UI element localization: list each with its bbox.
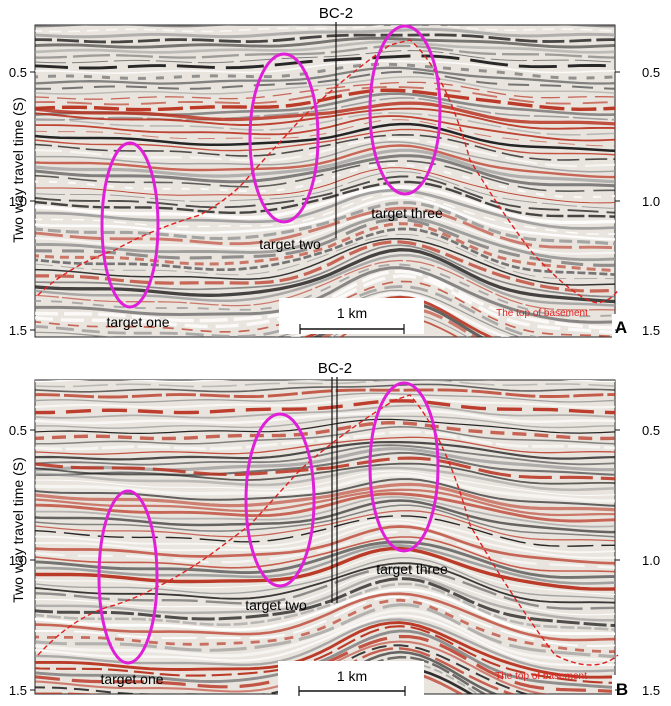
- y-tick-right-1: 0.5: [642, 65, 660, 80]
- target-two-ellipse: [244, 412, 316, 588]
- seismic-section-a: BC-2 target one target two target three …: [9, 5, 660, 338]
- y-axis-label: Two way travel time (S): [10, 97, 26, 242]
- seismic-panel-a: BC-2 target one target two target three …: [0, 0, 671, 345]
- well-label: BC-2: [318, 360, 352, 377]
- y-tick-left-1: 0.5: [9, 65, 27, 80]
- target-one-label: target one: [106, 314, 169, 330]
- target-one-label: target one: [100, 671, 163, 687]
- seismic-reflectors: [35, 25, 615, 337]
- right-axis: 0.5 1.0 1.5: [615, 423, 660, 698]
- basement-label: The top of basement: [495, 671, 587, 682]
- scale-bar-label: 1 km: [337, 305, 367, 321]
- y-tick-left-1: 0.5: [9, 423, 27, 438]
- scale-bar-label: 1 km: [337, 668, 367, 684]
- target-two-ellipse: [248, 52, 320, 224]
- basement-line: [37, 394, 619, 666]
- seismic-panel-b: BC-2 target one target two target three …: [0, 355, 671, 706]
- panel-letter: B: [616, 680, 628, 699]
- left-axis: 0.5 1.0 1.5: [9, 65, 35, 338]
- scale-bar-box: [279, 298, 424, 334]
- y-tick-right-2: 1.0: [642, 553, 660, 568]
- y-tick-right-2: 1.0: [642, 194, 660, 209]
- left-axis: 0.5 1.0 1.5: [9, 423, 35, 698]
- y-tick-left-3: 1.5: [9, 323, 27, 338]
- basement-line: [37, 39, 619, 304]
- target-three-label: target three: [376, 561, 448, 577]
- right-axis: 0.5 1.0 1.5: [615, 65, 660, 338]
- y-tick-right-1: 0.5: [642, 423, 660, 438]
- target-two-label: target two: [245, 597, 307, 613]
- seismic-reflectors: [35, 380, 615, 694]
- target-three-ellipse: [368, 381, 440, 553]
- well-label: BC-2: [319, 5, 353, 22]
- seismic-section-b: BC-2 target one target two target three …: [9, 360, 660, 699]
- target-one-ellipse: [100, 141, 160, 309]
- target-three-label: target three: [371, 205, 443, 221]
- target-three-ellipse: [368, 24, 442, 196]
- y-tick-right-3: 1.5: [642, 683, 660, 698]
- target-one-ellipse: [97, 489, 159, 665]
- y-tick-left-3: 1.5: [9, 683, 27, 698]
- basement-label: The top of basement: [496, 308, 588, 319]
- y-axis-label: Two way travel time (S): [10, 457, 26, 602]
- panel-letter: A: [615, 318, 627, 337]
- y-tick-right-3: 1.5: [642, 323, 660, 338]
- target-two-label: target two: [259, 236, 321, 252]
- y-tick-left-2: 1.0: [9, 553, 27, 568]
- y-tick-left-2: 1.0: [9, 194, 27, 209]
